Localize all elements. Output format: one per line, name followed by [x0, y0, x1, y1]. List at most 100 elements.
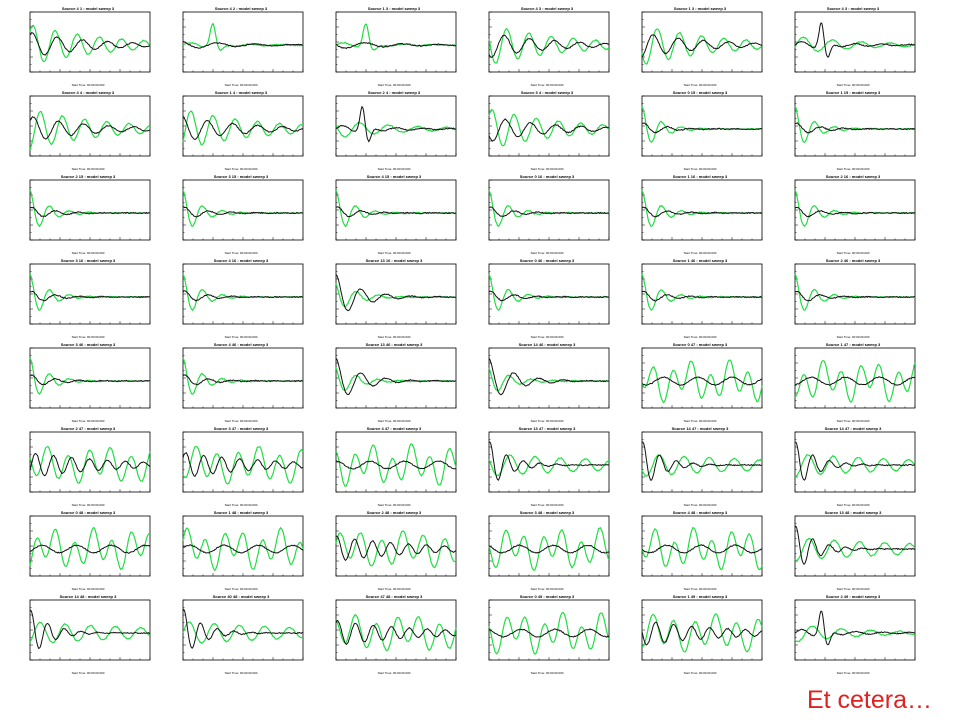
series-black-line — [335, 206, 457, 218]
panel-plot — [794, 11, 916, 73]
waveform-panel: Source 2 48 : model sweep 3 Start Time: 0… — [314, 508, 464, 591]
waveform-panel: Source 1 16 : model sweep 3 Start Time: 0… — [620, 172, 770, 255]
plot-frame — [488, 11, 610, 73]
plot-frame — [794, 179, 916, 241]
panel-title: Source 13 48 : model sweep 3 — [824, 510, 882, 515]
panel-x-label: Start Time: 00:00:00.000 — [530, 335, 564, 339]
plot-frame — [29, 599, 151, 661]
waveform-panel: Source 1 47 : model sweep 3 Start Time: 0… — [773, 340, 923, 423]
panel-plot — [335, 515, 457, 577]
panel-plot — [182, 347, 304, 409]
series-black-line — [488, 118, 610, 142]
series-black-line — [794, 22, 916, 58]
series-green-line — [488, 273, 610, 311]
series-black-line — [488, 34, 610, 58]
series-green-line — [794, 360, 916, 403]
waveform-panel: Source 0 16 : model sweep 3 Start Time: 0… — [467, 172, 617, 255]
panel-plot — [182, 95, 304, 157]
waveform-panel: Source 14 47 : model sweep 3 Start Time: … — [773, 424, 923, 507]
series-green-line — [335, 530, 457, 569]
series-black-line — [488, 441, 610, 481]
panel-x-label: Start Time: 00:00:00.000 — [836, 587, 870, 591]
waveform-panel: Source 13 48 : model sweep 3 Start Time: … — [773, 508, 923, 591]
waveform-panel: Source 14 47 : model sweep 3 Start Time: … — [620, 424, 770, 507]
series-black-line — [641, 206, 763, 218]
plot-frame — [641, 263, 763, 325]
plot-frame — [794, 347, 916, 409]
panel-plot — [488, 179, 610, 241]
panel-x-label: Start Time: 00:00:00.000 — [377, 251, 411, 255]
plot-frame — [29, 179, 151, 241]
panel-x-label: Start Time: 00:00:00.000 — [683, 335, 717, 339]
panel-title: Source 4 16 : model sweep 3 — [213, 258, 269, 263]
series-black-line — [29, 452, 151, 477]
series-green-line — [29, 446, 151, 484]
panel-x-label: Start Time: 00:00:00.000 — [836, 419, 870, 423]
waveform-panel: Source 2 47 : model sweep 3 Start Time: 0… — [8, 424, 158, 507]
panel-x-label: Start Time: 00:00:00.000 — [377, 587, 411, 591]
plot-frame — [335, 599, 457, 661]
series-green-line — [182, 445, 304, 485]
series-green-line — [641, 106, 763, 144]
panel-title: Source 3 48 : model sweep 3 — [519, 510, 575, 515]
series-black-line — [29, 609, 151, 650]
series-green-line — [29, 357, 151, 395]
panel-title: Source 2 16 : model sweep 3 — [825, 174, 881, 179]
panel-plot — [794, 179, 916, 241]
series-green-line — [29, 273, 151, 311]
waveform-panel: Source 2 4 : model sweep 3 Start Time: 00… — [314, 88, 464, 171]
panel-title: Source 1 48 : model sweep 3 — [213, 510, 269, 515]
panel-plot — [335, 263, 457, 325]
series-black-line — [794, 610, 916, 646]
panel-title: Source 14 48 : model sweep 3 — [59, 594, 117, 599]
panel-title: Source 4 3 : model sweep 3 — [520, 6, 574, 11]
series-black-line — [335, 619, 457, 646]
panel-plot — [29, 95, 151, 157]
series-green-line — [794, 454, 916, 478]
series-black-line — [794, 441, 916, 481]
waveform-panel: Source 3 4 : model sweep 3 Start Time: 00… — [467, 88, 617, 171]
panel-title: Source 0 46 : model sweep 3 — [519, 258, 575, 263]
panel-title: Source 3 4 : model sweep 3 — [520, 90, 574, 95]
panel-x-label: Start Time: 00:00:00.000 — [71, 167, 105, 171]
series-black-line — [641, 441, 762, 481]
panel-title: Source 1 3 : model sweep 3 — [673, 6, 727, 11]
panel-title: Source 1 47 : model sweep 3 — [825, 342, 881, 347]
series-black-line — [794, 525, 916, 565]
panel-x-label: Start Time: 00:00:00.000 — [683, 671, 717, 675]
panel-x-label: Start Time: 00:00:00.000 — [530, 587, 564, 591]
waveform-panel: Source 4 48 : model sweep 3 Start Time: 0… — [620, 508, 770, 591]
panel-plot — [29, 431, 151, 493]
plot-frame — [641, 11, 763, 73]
series-black-line — [182, 544, 304, 554]
panel-plot — [182, 599, 304, 661]
series-green-line — [641, 190, 763, 227]
panel-x-label: Start Time: 00:00:00.000 — [224, 251, 258, 255]
waveform-panel: Source 4 15 : model sweep 3 Start Time: 0… — [314, 172, 464, 255]
panel-x-label: Start Time: 00:00:00.000 — [224, 671, 258, 675]
series-green-line — [335, 613, 457, 652]
waveform-panel: Source 1 15 : model sweep 3 Start Time: 0… — [773, 88, 923, 171]
waveform-panel: Source 13 46 : model sweep 3 Start Time: … — [314, 340, 464, 423]
panel-plot — [29, 179, 151, 241]
panel-title: Source 3 16 : model sweep 3 — [60, 258, 116, 263]
panel-x-label: Start Time: 00:00:00.000 — [530, 83, 564, 87]
panel-title: Source 2 46 : model sweep 3 — [825, 258, 881, 263]
waveform-panel: Source 3 47 : model sweep 3 Start Time: 0… — [161, 424, 311, 507]
plot-frame — [182, 347, 304, 409]
panel-plot — [641, 179, 763, 241]
waveform-panel: Source 4 3 : model sweep 3 Start Time: 00… — [773, 4, 923, 87]
panel-x-label: Start Time: 00:00:00.000 — [836, 671, 870, 675]
series-green-line — [488, 454, 610, 477]
panel-title: Source 13 16 : model sweep 3 — [365, 258, 423, 263]
panel-x-label: Start Time: 00:00:00.000 — [224, 503, 258, 507]
series-green-line — [641, 273, 763, 311]
panel-x-label: Start Time: 00:00:00.000 — [377, 419, 411, 423]
panel-title: Source 3 15 : model sweep 3 — [213, 174, 269, 179]
waveform-panel: Source 4 1 : model sweep 3 Start Time: 00… — [8, 4, 158, 87]
panel-plot — [182, 431, 304, 493]
series-green-line — [641, 359, 763, 404]
plot-frame — [182, 263, 304, 325]
plot-frame — [335, 179, 457, 241]
panel-x-label: Start Time: 00:00:00.000 — [224, 83, 258, 87]
